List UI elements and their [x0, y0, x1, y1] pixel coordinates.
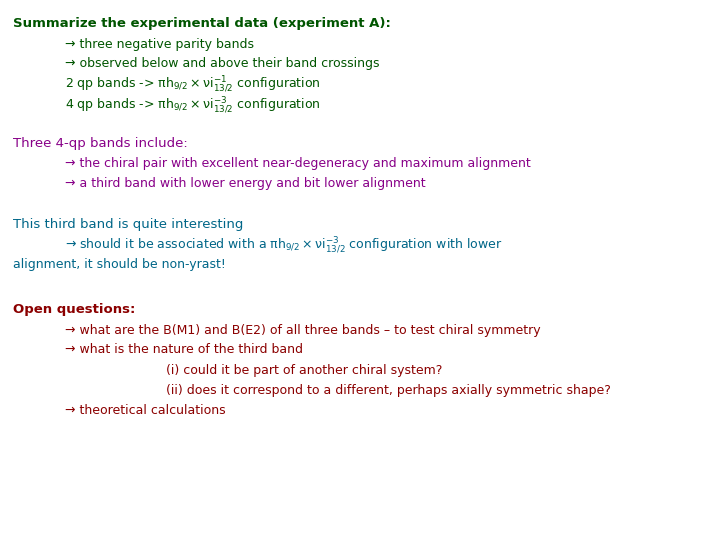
- Text: → theoretical calculations: → theoretical calculations: [65, 404, 225, 417]
- Text: → should it be associated with a $\mathregular{\pi h_{9/2} \times \nu i_{13/2}^{: → should it be associated with a $\mathr…: [65, 235, 503, 255]
- Text: (ii) does it correspond to a different, perhaps axially symmetric shape?: (ii) does it correspond to a different, …: [166, 383, 611, 397]
- Text: → what are the B(M1) and B(E2) of all three bands – to test chiral symmetry: → what are the B(M1) and B(E2) of all th…: [65, 323, 541, 337]
- Text: Open questions:: Open questions:: [13, 303, 135, 316]
- Text: alignment, it should be non-yrast!: alignment, it should be non-yrast!: [13, 258, 226, 272]
- Text: → the chiral pair with excellent near-degeneracy and maximum alignment: → the chiral pair with excellent near-de…: [65, 157, 531, 171]
- Text: → what is the nature of the third band: → what is the nature of the third band: [65, 343, 303, 356]
- Text: → three negative parity bands: → three negative parity bands: [65, 37, 254, 51]
- Text: → observed below and above their band crossings: → observed below and above their band cr…: [65, 57, 379, 70]
- Text: → a third band with lower energy and bit lower alignment: → a third band with lower energy and bit…: [65, 177, 426, 190]
- Text: This third band is quite interesting: This third band is quite interesting: [13, 218, 243, 231]
- Text: (i) could it be part of another chiral system?: (i) could it be part of another chiral s…: [166, 363, 442, 377]
- Text: Summarize the experimental data (experiment A):: Summarize the experimental data (experim…: [13, 17, 391, 30]
- Text: 4 qp bands -> $\mathregular{\pi h_{9/2} \times \nu i_{13/2}^{-3}}$ configuration: 4 qp bands -> $\mathregular{\pi h_{9/2} …: [65, 95, 320, 114]
- Text: 2 qp bands -> $\mathregular{\pi h_{9/2} \times \nu i_{13/2}^{-1}}$ configuration: 2 qp bands -> $\mathregular{\pi h_{9/2} …: [65, 75, 320, 94]
- Text: Three 4-qp bands include:: Three 4-qp bands include:: [13, 137, 188, 150]
